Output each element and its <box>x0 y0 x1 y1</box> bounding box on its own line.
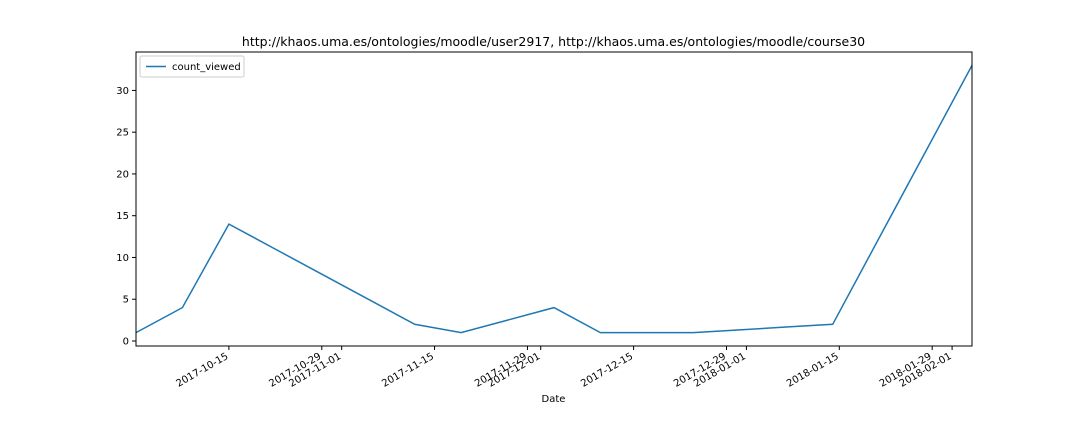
x-tick-label: 2018-01-15 <box>785 351 841 390</box>
legend-box <box>139 55 245 78</box>
x-tick-label: 2017-10-15 <box>175 351 231 390</box>
x-axis-label: Date <box>542 394 566 405</box>
legend-label: count_viewed <box>172 62 241 73</box>
y-tick-label: 5 <box>123 295 129 306</box>
chart-title: http://khaos.uma.es/ontologies/moodle/us… <box>242 34 865 49</box>
series-line-count_viewed <box>135 65 973 334</box>
x-tick-label: 2017-11-15 <box>380 351 436 390</box>
y-axis: 0 5 10 15 20 25 30 <box>116 86 136 347</box>
y-tick-label: 15 <box>116 211 129 222</box>
legend: count_viewed <box>139 55 245 78</box>
y-tick-label: 10 <box>116 253 129 264</box>
x-tick-label: 2017-12-15 <box>579 351 635 390</box>
plot-area <box>135 65 973 334</box>
y-tick-label: 0 <box>123 336 129 347</box>
y-tick-label: 30 <box>116 86 129 97</box>
y-tick-label: 25 <box>116 128 129 139</box>
axes-frame <box>135 51 973 347</box>
y-tick-label: 20 <box>116 169 129 180</box>
